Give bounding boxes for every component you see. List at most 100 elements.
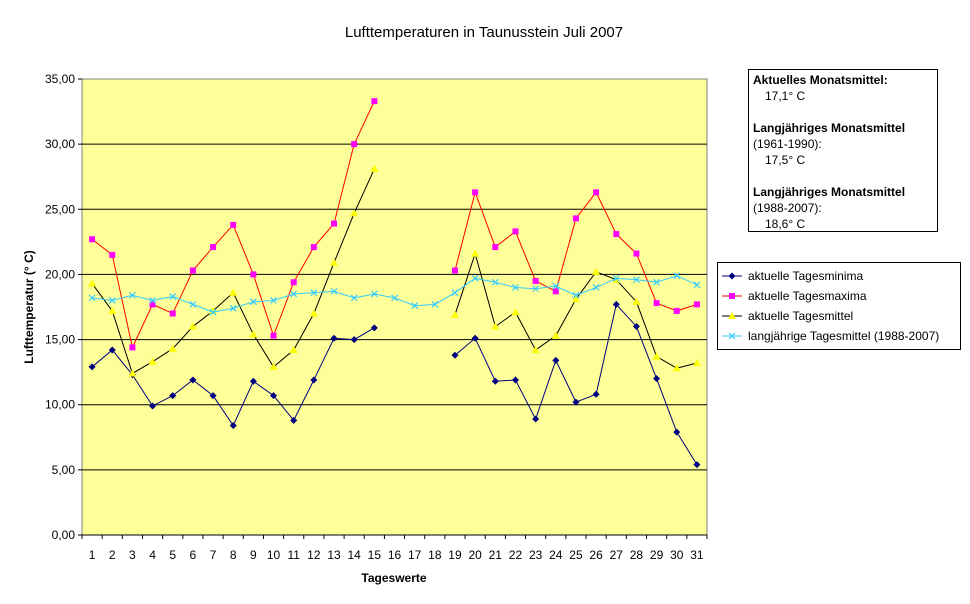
data-point: [571, 295, 580, 303]
data-point: [249, 377, 257, 385]
data-point: [633, 250, 640, 257]
data-point: [633, 276, 640, 284]
x-axis-label: Tageswerte: [361, 571, 426, 585]
legend-marker: [728, 332, 736, 340]
data-point: [289, 345, 298, 353]
x-tick-label: 2: [109, 548, 116, 562]
data-point: [512, 228, 519, 235]
data-point: [310, 244, 317, 251]
x-tick-label: 16: [388, 548, 402, 562]
x-tick-label: 8: [230, 548, 237, 562]
series-layer: [88, 98, 701, 469]
data-point: [391, 294, 398, 302]
data-point: [209, 392, 217, 400]
data-point: [269, 362, 278, 370]
longterm-mean-1961-heading: Langjähriges Monatsmittel: [753, 121, 906, 135]
data-point: [632, 297, 641, 305]
data-point: [592, 284, 600, 291]
data-point: [693, 301, 700, 308]
data-point: [693, 281, 701, 289]
data-point: [491, 377, 499, 385]
data-point: [290, 290, 298, 298]
data-point: [693, 461, 701, 469]
current-mean-heading: Aktuelles Monatsmittel:: [753, 73, 888, 87]
data-point: [229, 304, 237, 312]
x-tick-label: 7: [210, 548, 217, 562]
x-tick-label: 4: [149, 548, 156, 562]
x-tick-label: 13: [327, 548, 341, 562]
data-point: [109, 251, 116, 258]
legend-swatch: [722, 332, 742, 340]
series-langj-hrige-tagesmittel-1988-2007: [88, 272, 701, 316]
data-point: [230, 221, 237, 228]
legend-item: aktuelle Tagesmittel: [722, 306, 956, 326]
x-tick-label: 26: [589, 548, 603, 562]
data-point: [310, 376, 318, 384]
legend-swatch: [722, 312, 742, 319]
legend-item: aktuelle Tagesminima: [722, 266, 956, 286]
plot-area: [81, 78, 708, 536]
data-point: [149, 301, 156, 308]
x-tick-label: 19: [448, 548, 462, 562]
data-point: [672, 364, 681, 372]
data-point: [653, 278, 661, 286]
x-tick-label: 12: [307, 548, 321, 562]
data-point: [108, 297, 116, 304]
data-point: [532, 277, 539, 284]
x-tick-label: 27: [610, 548, 624, 562]
legend-swatch: [722, 293, 742, 299]
x-tick-label: 11: [287, 548, 300, 562]
data-point: [249, 298, 257, 306]
data-point: [351, 141, 358, 148]
monthly-mean-info-box: Aktuelles Monatsmittel: 17,1° C Langjähr…: [748, 69, 938, 232]
data-point: [188, 322, 197, 330]
legend-label: aktuelle Tagesmaxima: [748, 289, 867, 303]
data-point: [128, 291, 136, 299]
longterm-mean-1988-value: 18,6° C: [765, 217, 806, 231]
legend-marker: [729, 293, 735, 299]
data-point: [108, 306, 117, 314]
data-point: [593, 189, 600, 196]
data-point: [169, 293, 177, 301]
x-tick-label: 15: [368, 548, 382, 562]
x-tick-label: 24: [549, 548, 563, 562]
data-point: [450, 310, 459, 318]
legend: aktuelle Tagesminima aktuelle Tagesmaxima…: [717, 262, 961, 350]
x-axis-ticks: 1 2 3 4 5 6 7 8 9 10 11 12 13 14 15 16 17 18 19 20 21 22 23 24 2…: [81, 534, 708, 562]
data-point: [653, 375, 661, 383]
x-tick-label: 9: [250, 548, 257, 562]
data-point: [169, 392, 177, 400]
data-point: [88, 279, 97, 287]
y-tick-label: 15,00: [45, 333, 75, 347]
data-point: [673, 428, 681, 436]
data-point: [148, 357, 157, 365]
data-point: [350, 209, 359, 217]
legend-label: aktuelle Tagesminima: [748, 269, 864, 283]
data-point: [472, 189, 479, 196]
data-point: [491, 278, 499, 286]
data-point: [250, 271, 257, 278]
data-point: [108, 346, 116, 354]
y-tick-label: 30,00: [45, 137, 75, 151]
legend-swatch: [722, 272, 742, 280]
data-point: [612, 300, 620, 308]
data-point: [88, 294, 96, 302]
data-point: [592, 267, 601, 275]
data-point: [551, 331, 560, 339]
longterm-mean-1988-heading: Langjähriges Monatsmittel: [753, 185, 906, 199]
longterm-mean-1961-period: (1961-1990):: [753, 137, 822, 151]
data-point: [592, 390, 600, 398]
data-point: [371, 98, 378, 105]
data-point: [330, 334, 338, 342]
legend-marker: [728, 272, 736, 280]
data-point: [652, 352, 661, 360]
x-tick-label: 21: [489, 548, 503, 562]
data-point: [330, 287, 338, 295]
x-tick-label: 17: [408, 548, 422, 562]
data-point: [632, 323, 640, 331]
x-tick-label: 29: [650, 548, 664, 562]
data-point: [168, 344, 177, 352]
legend-item: aktuelle Tagesmaxima: [722, 286, 956, 306]
data-point: [189, 376, 197, 384]
data-point: [169, 310, 176, 317]
